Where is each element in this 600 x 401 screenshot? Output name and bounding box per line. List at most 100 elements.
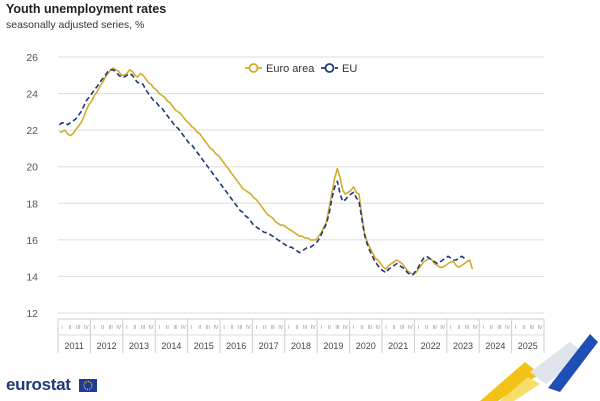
quarter-label: II (458, 325, 461, 331)
quarter-label: II (134, 325, 137, 331)
quarter-label: II (490, 325, 493, 331)
eu-flag-icon (79, 379, 97, 392)
quarter-label: II (231, 325, 234, 331)
quarter-label: II (263, 325, 266, 331)
quarter-label: I (450, 325, 451, 331)
quarter-label: III (433, 325, 437, 331)
year-label: 2021 (388, 341, 408, 351)
legend-label-euro-area: Euro area (266, 63, 315, 75)
year-label: 2017 (259, 341, 279, 351)
quarter-label: IV (116, 325, 121, 331)
y-tick-label: 22 (26, 125, 38, 137)
quarter-label: I (256, 325, 257, 331)
quarter-label: II (522, 325, 525, 331)
quarter-label: II (328, 325, 331, 331)
quarter-label: IV (408, 325, 413, 331)
quarter-label: IV (149, 325, 154, 331)
legend-marker-euro-area (248, 63, 259, 73)
eurostat-logo: eurostat (6, 375, 71, 394)
quarter-label: II (166, 325, 169, 331)
year-label: 2019 (323, 341, 343, 351)
year-label: 2020 (356, 341, 376, 351)
grid-lines (58, 56, 544, 314)
year-label: 2024 (485, 341, 505, 351)
quarter-label: I (159, 325, 160, 331)
quarter-label: I (515, 325, 516, 331)
year-label: 2022 (421, 341, 441, 351)
year-label: 2011 (65, 341, 84, 351)
series-line-euro-area (59, 67, 474, 276)
quarter-label: III (173, 325, 177, 331)
quarter-label: III (400, 325, 404, 331)
quarter-label: III (238, 325, 242, 331)
y-tick-label: 18 (26, 198, 38, 210)
quarter-label: IV (214, 325, 219, 331)
quarter-label: I (191, 325, 192, 331)
quarter-label: III (368, 325, 372, 331)
quarter-label: I (418, 325, 419, 331)
y-axis-ticks: 12 14 16 18 20 22 24 26 (26, 52, 38, 320)
quarter-label: III (141, 325, 145, 331)
legend-item-eu[interactable]: EU (321, 63, 357, 75)
y-tick-label: 14 (26, 271, 38, 283)
quarter-label: I (321, 325, 322, 331)
y-tick-label: 26 (26, 52, 38, 64)
legend[interactable]: Euro area EU (245, 63, 357, 75)
quarter-label: IV (505, 325, 510, 331)
y-tick-label: 16 (26, 235, 38, 247)
quarter-label: II (101, 325, 104, 331)
quarter-label: I (288, 325, 289, 331)
quarter-label: III (465, 325, 469, 331)
year-label: 2015 (194, 341, 214, 351)
y-tick-label: 24 (26, 89, 38, 101)
quarter-label: I (483, 325, 484, 331)
year-label: 2012 (97, 341, 117, 351)
quarter-label: II (69, 325, 72, 331)
quarter-label: IV (84, 325, 89, 331)
year-label: 2016 (226, 341, 246, 351)
quarter-label: II (360, 325, 363, 331)
year-label: 2025 (518, 341, 538, 351)
series-lines (58, 67, 474, 276)
quarter-label: I (126, 325, 127, 331)
quarter-label: IV (278, 325, 283, 331)
quarter-label: I (94, 325, 95, 331)
quarter-label: I (385, 325, 386, 331)
legend-item-euro-area[interactable]: Euro area (245, 63, 315, 75)
quarter-label: III (530, 325, 534, 331)
quarter-label: II (296, 325, 299, 331)
quarter-label: IV (246, 325, 251, 331)
legend-label-eu: EU (342, 63, 357, 75)
quarter-label: III (303, 325, 307, 331)
quarter-label: III (109, 325, 113, 331)
chart-subtitle: seasonally adjusted series, % (6, 19, 145, 31)
quarter-label: IV (473, 325, 478, 331)
quarter-label: IV (343, 325, 348, 331)
series-line-eu (58, 69, 468, 276)
quarter-label: III (206, 325, 210, 331)
quarter-label: III (497, 325, 501, 331)
quarter-label: I (61, 325, 62, 331)
quarter-label: I (223, 325, 224, 331)
quarter-label: III (271, 325, 275, 331)
y-tick-label: 20 (26, 162, 38, 174)
quarter-label: IV (376, 325, 381, 331)
year-label: 2013 (129, 341, 149, 351)
quarter-label: IV (181, 325, 186, 331)
quarter-label: II (425, 325, 428, 331)
year-label: 2023 (453, 341, 473, 351)
quarter-label: III (335, 325, 339, 331)
y-tick-label: 12 (26, 308, 38, 320)
quarter-label: III (76, 325, 80, 331)
quarter-label: II (393, 325, 396, 331)
year-label: 2014 (161, 341, 181, 351)
chart-title: Youth unemployment rates (6, 2, 167, 16)
quarter-label: IV (538, 325, 543, 331)
quarter-label: IV (440, 325, 445, 331)
quarter-label: II (198, 325, 201, 331)
quarter-label: IV (311, 325, 316, 331)
eurostat-corner-graphic (480, 334, 598, 401)
year-label: 2018 (291, 341, 311, 351)
